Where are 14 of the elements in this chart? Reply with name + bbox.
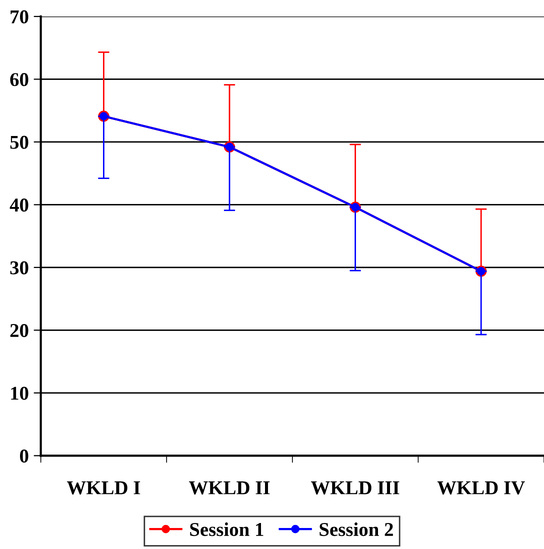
x-tick-label: WKLD I <box>66 481 140 494</box>
y-tick-label: 60 <box>10 73 28 86</box>
y-tick-label: 20 <box>10 324 28 338</box>
y-tick-label: 70 <box>10 10 28 24</box>
y-tick-label: 40 <box>10 198 28 212</box>
x-tick-label: WKLD IV <box>437 481 525 494</box>
y-tick-label: 30 <box>10 261 28 274</box>
legend-label: Session 2 <box>320 522 393 536</box>
y-tick-label: 0 <box>20 449 28 463</box>
x-tick-label: WKLD III <box>311 481 400 494</box>
y-tick-label: 10 <box>11 386 28 400</box>
y-tick-label: 50 <box>10 136 28 149</box>
legend-label: Session 1 <box>190 522 264 536</box>
x-tick-label: WKLD II <box>188 481 270 494</box>
